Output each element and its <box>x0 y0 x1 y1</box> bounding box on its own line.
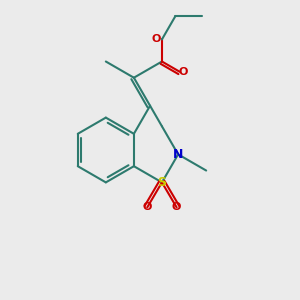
Text: N: N <box>173 148 183 161</box>
Text: S: S <box>158 176 166 189</box>
Text: O: O <box>172 202 181 212</box>
Text: O: O <box>142 202 152 212</box>
Text: O: O <box>178 67 188 77</box>
Text: O: O <box>152 34 161 44</box>
